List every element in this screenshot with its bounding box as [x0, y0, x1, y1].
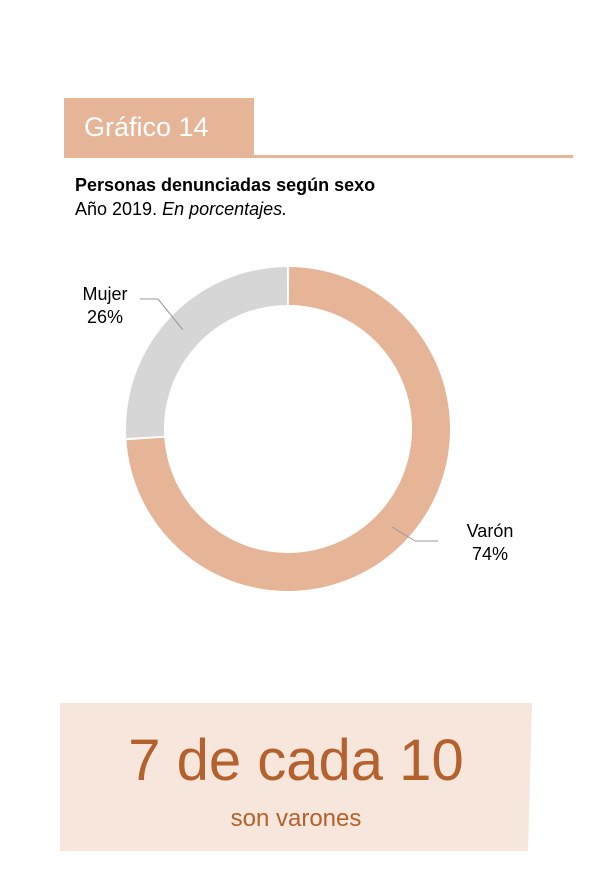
leader-line-mujer-diag	[157, 298, 184, 331]
slice-label-varon: Varón 74%	[450, 520, 530, 566]
donut-slice-mujer	[125, 267, 288, 439]
subtitle-year: Año 2019.	[75, 199, 158, 219]
subtitle-units: En porcentajes.	[162, 199, 288, 219]
chart-title: Personas denunciadas según sexo	[75, 175, 376, 195]
slice-value-mujer: 26%	[86, 307, 124, 327]
header-rule	[64, 155, 573, 158]
slice-name-mujer: Mujer	[82, 284, 128, 304]
callout-subline: son varones	[230, 805, 362, 832]
slice-value-varon: 74%	[471, 544, 509, 564]
leader-line-varon-diag	[391, 526, 416, 542]
slice-name-varon: Varón	[466, 521, 514, 541]
chart-subtitle: Año 2019. En porcentajes.	[75, 199, 287, 220]
chart-number-text: Gráfico 14	[84, 112, 209, 142]
callout-headline: 7 de cada 10	[128, 728, 464, 793]
chart-number-label: Gráfico 14	[64, 98, 254, 156]
slice-label-mujer: Mujer 26%	[70, 283, 140, 329]
donut-chart	[125, 267, 450, 591]
